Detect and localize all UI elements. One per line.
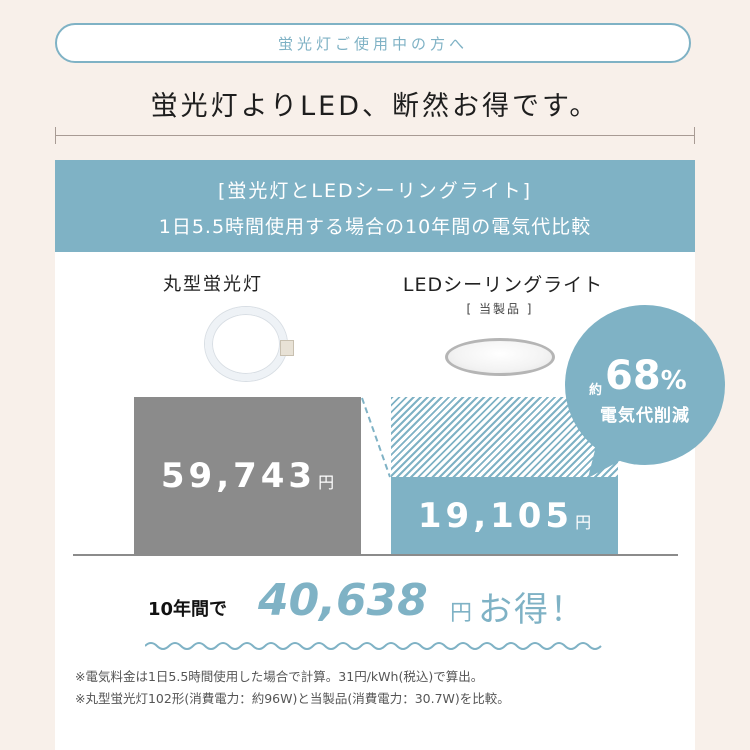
panel-title: [蛍光灯とLEDシーリングライト]: [217, 180, 533, 202]
fluorescent-tube-connector: [280, 340, 294, 356]
own-product-label: [ 当製品 ]: [466, 302, 534, 316]
footnote: ※丸型蛍光灯102形(消費電力：約96W)と当製品(消費電力：30.7W)を比較…: [75, 691, 510, 706]
footnotes: ※電気料金は1日5.5時間使用した場合で計算。31円/kWh(税込)で算出。 ※…: [75, 666, 510, 710]
reduction-bubble: 約 68% 電気代削減: [565, 305, 725, 465]
led-cost-unit: 円: [575, 513, 592, 532]
fluorescent-label: 丸型蛍光灯: [163, 274, 263, 295]
savings-callout: 10年間で 40,638 円 お得！: [0, 575, 750, 635]
footnote: ※電気料金は1日5.5時間使用した場合で計算。31円/kWh(税込)で算出。: [75, 669, 484, 684]
savings-amount: 40,638: [258, 575, 428, 626]
divider: [55, 127, 695, 144]
fluorescent-cost-bar: 59,743 円: [134, 397, 361, 555]
savings-prefix: 10年間で: [148, 599, 228, 620]
approx-label: 約: [589, 383, 603, 398]
led-cost-bar: 19,105 円: [391, 477, 618, 555]
led-ceiling-light-image: [445, 338, 555, 376]
panel-subtitle: 1日5.5時間使用する場合の10年間の電気代比較: [158, 216, 592, 238]
panel-header: [蛍光灯とLEDシーリングライト] 1日5.5時間使用する場合の10年間の電気代…: [55, 160, 695, 252]
wave-underline: [145, 642, 602, 650]
savings-unit: 円: [450, 601, 473, 626]
led-label: LEDシーリングライト: [402, 274, 604, 296]
headline: 蛍光灯よりLED、断然お得です。: [150, 91, 600, 122]
savings-suffix: お得！: [478, 590, 586, 630]
chart-baseline: [73, 554, 678, 556]
audience-label: 蛍光灯ご使用中の方へ: [277, 34, 468, 53]
reduction-label: 電気代削減: [600, 406, 690, 426]
audience-pill: 蛍光灯ご使用中の方へ: [55, 23, 691, 63]
fluorescent-cost-unit: 円: [318, 473, 335, 492]
fluorescent-cost: 59,743: [160, 456, 317, 496]
led-cost: 19,105: [417, 496, 574, 536]
reduction-percent: 68%: [605, 353, 687, 399]
